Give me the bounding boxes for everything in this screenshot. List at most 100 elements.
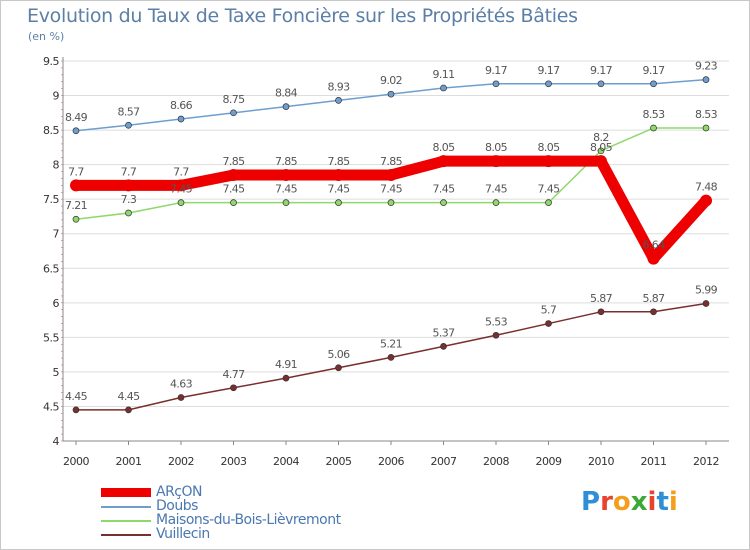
data-label: 9.11: [432, 68, 454, 81]
data-label: 9.02: [380, 74, 402, 87]
logo-letter: i: [647, 487, 657, 517]
data-point: [597, 308, 605, 316]
data-point: [650, 80, 657, 88]
data-label: 7.85: [380, 155, 403, 168]
data-point: [70, 179, 82, 192]
data-point: [122, 179, 135, 192]
data-point: [335, 199, 342, 206]
data-label: 5.06: [327, 348, 350, 361]
legend-label-maisons: Maisons-du-Bois-Lièvremont: [156, 512, 341, 528]
legend-label-arcon: ARçON: [156, 484, 203, 500]
legend-label-vuillecin: Vuillecin: [156, 526, 210, 542]
logo-letter: i: [668, 487, 678, 517]
data-label: 9.17: [590, 64, 613, 77]
data-point: [597, 147, 605, 155]
data-point: [230, 199, 237, 206]
x-tick-label: 2009: [536, 455, 562, 468]
legend-item-maisons: Maisons-du-Bois-Lièvremont: [101, 512, 401, 528]
data-point: [335, 364, 342, 372]
y-tick-label: 6: [53, 297, 60, 310]
data-label: 4.77: [222, 368, 245, 381]
data-label: 4.63: [170, 377, 193, 390]
legend-label-doubs: Doubs: [156, 498, 198, 514]
data-point: [177, 115, 185, 123]
data-label: 7.45: [222, 183, 245, 196]
x-tick-label: 2001: [116, 455, 142, 468]
data-label: 7.85: [327, 155, 350, 168]
data-label: 8.49: [65, 111, 88, 124]
y-tick-label: 5.5: [43, 331, 59, 344]
data-label: 7.45: [327, 183, 350, 196]
data-label: 8.75: [222, 93, 245, 106]
x-tick-label: 2005: [326, 455, 352, 468]
logo-letter: r: [600, 487, 613, 517]
data-label: 8.93: [327, 80, 350, 93]
data-label: 5.99: [695, 284, 718, 297]
data-point: [72, 215, 80, 223]
data-point: [702, 300, 710, 307]
data-label: 7.3: [121, 193, 137, 206]
legend-swatch-maisons: [101, 520, 151, 522]
logo-letter: P: [581, 487, 601, 517]
data-label: 9.17: [537, 64, 560, 77]
data-label: 8.05: [485, 141, 508, 154]
data-label: 5.87: [642, 292, 665, 305]
data-point: [282, 199, 290, 206]
data-point: [440, 84, 447, 92]
data-label: 8.66: [170, 99, 193, 112]
data-point: [125, 406, 132, 414]
data-label: 7.45: [170, 183, 193, 196]
data-point: [387, 199, 395, 206]
data-label: 7.85: [275, 155, 298, 168]
x-tick-label: 2004: [273, 455, 299, 468]
data-point: [125, 209, 132, 217]
data-point: [280, 169, 292, 181]
logo-letter: x: [630, 487, 648, 517]
data-label: 5.7: [541, 304, 557, 317]
data-point: [440, 342, 447, 350]
data-label: 8.57: [117, 105, 140, 118]
data-point: [597, 80, 605, 88]
data-point: [177, 199, 185, 206]
data-label: 7.45: [380, 183, 403, 196]
data-point: [595, 155, 607, 168]
data-point: [387, 90, 395, 98]
data-point: [227, 169, 240, 181]
data-point: [545, 320, 552, 327]
data-point: [542, 155, 555, 168]
x-tick-label: 2007: [431, 455, 457, 468]
x-tick-label: 2008: [483, 455, 509, 468]
data-label: 7.85: [222, 155, 245, 168]
data-point: [177, 394, 185, 401]
data-label: 9.17: [485, 64, 508, 77]
data-label: 7.45: [432, 183, 455, 196]
data-point: [647, 252, 660, 265]
logo-letter: o: [612, 487, 631, 517]
data-label: 7.45: [485, 183, 508, 196]
data-label: 7.45: [275, 183, 298, 196]
data-point: [440, 199, 447, 206]
legend-item-doubs: Doubs: [101, 498, 401, 514]
x-tick-label: 2003: [221, 455, 247, 468]
data-label: 9.23: [695, 60, 718, 73]
data-point: [332, 169, 345, 181]
data-point: [175, 179, 187, 192]
data-point: [700, 194, 712, 207]
data-label: 4.45: [65, 390, 88, 403]
y-tick-label: 8: [53, 159, 60, 172]
data-point: [230, 384, 237, 392]
data-point: [492, 199, 500, 206]
x-tick-label: 2011: [641, 455, 667, 468]
logo-letter: t: [656, 487, 669, 517]
data-label: 7.45: [537, 183, 560, 196]
unit-label: (en %): [28, 30, 65, 43]
data-point: [545, 80, 552, 88]
data-label: 9.17: [642, 64, 665, 77]
data-point: [545, 199, 552, 206]
data-point: [702, 124, 710, 132]
data-point: [492, 80, 500, 88]
y-tick-label: 8.5: [43, 124, 59, 137]
data-label: 7.48: [695, 181, 718, 194]
data-point: [282, 374, 290, 382]
